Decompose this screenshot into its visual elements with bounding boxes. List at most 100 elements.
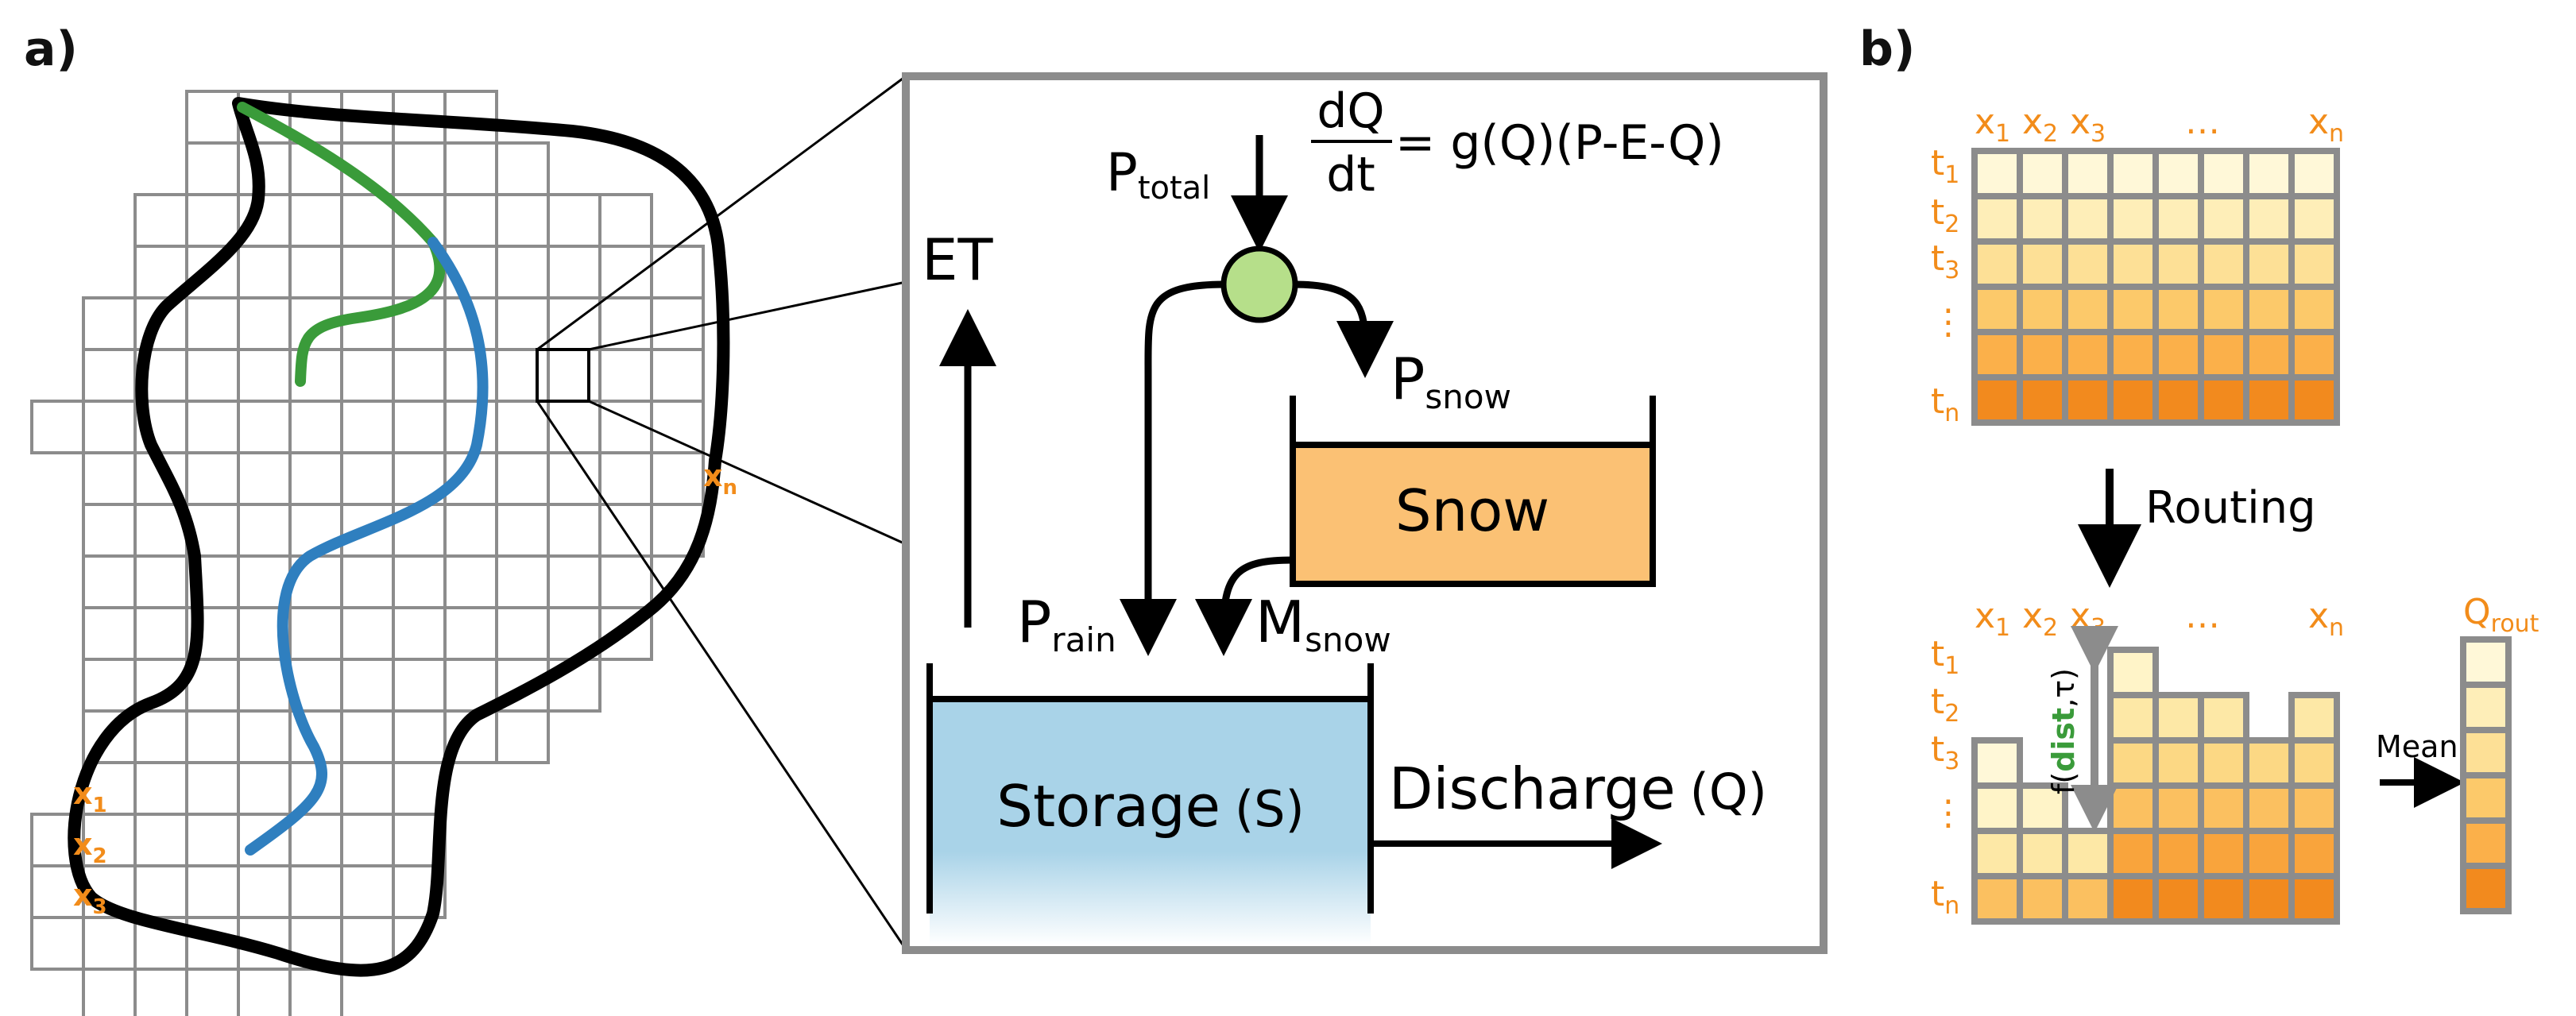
routed-cell [2017, 782, 2068, 834]
x-header: … [2185, 102, 2220, 142]
catchment-grid [30, 90, 705, 1016]
p-total-label: Ptotal [1106, 142, 1210, 207]
matrix-cell [2017, 329, 2068, 381]
rain-branch-arrow [1120, 280, 1226, 656]
routed-cell [1971, 782, 2023, 834]
matrix-cell [1971, 148, 2023, 199]
m-snow-label: Msnow [1255, 589, 1391, 659]
mean-cell [2460, 682, 2512, 733]
grid-label-xn: xn [703, 458, 737, 500]
matrix-cell [2017, 374, 2068, 426]
matrix-cell [2243, 329, 2295, 381]
grid-cell [185, 813, 240, 867]
matrix-cell [2152, 374, 2204, 426]
grid-cell [547, 348, 601, 403]
matrix-cell [2107, 374, 2159, 426]
t-header: tn [1931, 874, 1959, 920]
matrix-cell [1971, 329, 2023, 381]
routed-cell [2062, 828, 2114, 879]
x-header: x1 [1975, 596, 2010, 642]
grid-cell [650, 245, 705, 299]
x-header: x2 [2022, 102, 2058, 148]
grid-cell [288, 606, 343, 661]
grid-cell [82, 348, 137, 403]
mean-cell [2460, 727, 2512, 778]
grid-cell [598, 503, 653, 558]
grid-cell [392, 348, 447, 403]
matrix-cell [2062, 238, 2114, 290]
grid-cell [443, 348, 498, 403]
routed-cell [2198, 873, 2249, 925]
routed-cell [2288, 737, 2340, 789]
grid-cell [340, 864, 395, 919]
grid-cell [185, 761, 240, 816]
grid-cell [547, 245, 601, 299]
routed-cell [2017, 873, 2068, 925]
grid-cell [443, 503, 498, 558]
t-header: t2 [1931, 192, 1959, 238]
grid-cell [340, 245, 395, 299]
routed-cell [1971, 737, 2023, 789]
routed-cell [2107, 828, 2159, 879]
matrix-cell [2062, 193, 2114, 245]
discharge-label: Discharge (Q) [1389, 755, 1767, 822]
routed-mean-column [2460, 636, 2512, 914]
t-header: t2 [1931, 682, 1959, 728]
matrix-cell [2107, 148, 2159, 199]
grid-cell [30, 400, 85, 454]
routed-cell [2152, 782, 2204, 834]
shift-function-label: f(dist,τ) [2046, 668, 2081, 794]
matrix-cell [2243, 238, 2295, 290]
grid-cell [495, 296, 550, 351]
matrix-cell [2243, 148, 2295, 199]
snow-label: Snow [1395, 477, 1549, 544]
river-green [237, 102, 446, 387]
mean-cell [2460, 817, 2512, 869]
grid-cell [82, 296, 137, 351]
matrix-cell [2152, 238, 2204, 290]
grid-cell [392, 709, 447, 764]
grid-cell [185, 451, 240, 506]
grid-cell [340, 400, 395, 454]
grid-cell [288, 813, 343, 867]
river-blue [245, 237, 489, 856]
grid-cell [185, 400, 240, 454]
grid-cell [650, 451, 705, 506]
grid-cell [495, 193, 550, 248]
routed-matrix-x-headers: x1 x2 x3 … xn [1975, 596, 2344, 642]
grid-label-x3: x3 [73, 878, 107, 919]
grid-cell [443, 400, 498, 454]
grid-cell [288, 864, 343, 919]
routed-cell [2288, 692, 2340, 744]
routed-cell [2017, 828, 2068, 879]
precip-split-node [1220, 245, 1298, 323]
grid-cell [340, 348, 395, 403]
matrix-cell [2243, 284, 2295, 335]
grid-cell [82, 554, 137, 609]
grid-cell [340, 554, 395, 609]
grid-cell [82, 400, 137, 454]
matrix-cell [2107, 284, 2159, 335]
routed-cell [2107, 692, 2159, 744]
grid-cell [133, 606, 188, 661]
equation-rhs: = g(Q)(P-E-Q) [1395, 115, 1724, 171]
grid-cell [547, 296, 601, 351]
grid-cell [547, 400, 601, 454]
grid-cell [443, 606, 498, 661]
mean-cell [2460, 772, 2512, 824]
grid-cell [237, 709, 292, 764]
grid-cell [598, 554, 653, 609]
x-header: xn [2308, 102, 2344, 148]
grid-cell [133, 968, 188, 1016]
grid-cell [82, 606, 137, 661]
x-header: x2 [2022, 596, 2058, 642]
matrix-cell [2152, 148, 2204, 199]
snow-branch-arrow [1293, 280, 1394, 378]
grid-cell [237, 451, 292, 506]
matrix-cell [1971, 374, 2023, 426]
grid-cell [237, 864, 292, 919]
grid-cell [237, 503, 292, 558]
grid-cell [495, 141, 550, 196]
grid-cell [288, 400, 343, 454]
